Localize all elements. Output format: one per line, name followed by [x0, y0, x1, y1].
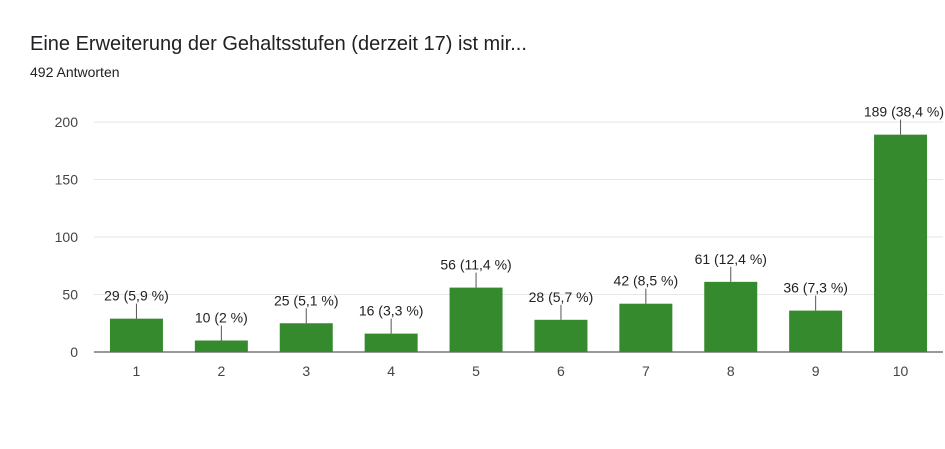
data-label: 25 (5,1 %) — [274, 292, 339, 308]
data-label: 36 (7,3 %) — [783, 280, 848, 296]
data-label: 61 (12,4 %) — [695, 251, 767, 267]
bar — [704, 281, 758, 352]
y-tick-label: 100 — [55, 229, 79, 245]
x-tick-label: 5 — [472, 363, 480, 379]
x-tick-label: 7 — [642, 363, 650, 379]
bar — [194, 340, 248, 352]
bar — [279, 323, 333, 352]
x-tick-label: 2 — [217, 363, 225, 379]
y-tick-label: 0 — [70, 344, 78, 360]
bar — [534, 319, 588, 352]
bar — [874, 134, 928, 352]
gridlines — [94, 121, 943, 353]
data-label: 16 (3,3 %) — [359, 303, 424, 319]
y-axis-ticks: 0 50 100 150 200 — [55, 114, 79, 360]
data-label: 29 (5,9 %) — [104, 288, 169, 304]
bar — [109, 318, 163, 352]
x-tick-label: 9 — [812, 363, 820, 379]
bar — [789, 310, 843, 352]
x-tick-label: 8 — [727, 363, 735, 379]
x-tick-label: 10 — [893, 363, 909, 379]
data-label: 28 (5,7 %) — [529, 289, 594, 305]
y-tick-label: 200 — [55, 114, 79, 130]
y-tick-label: 150 — [55, 172, 79, 188]
data-label: 10 (2 %) — [195, 310, 248, 326]
data-label: 189 (38,4 %) — [864, 104, 944, 120]
response-count: 492 Antworten — [30, 64, 120, 80]
data-label: 42 (8,5 %) — [614, 273, 679, 289]
data-labels: 29 (5,9 %) 10 (2 %) 25 (5,1 %) 16 (3,3 %) 56… — [104, 104, 944, 341]
bar — [619, 303, 673, 352]
y-tick-label: 50 — [62, 287, 78, 303]
x-tick-label: 3 — [302, 363, 310, 379]
chart-title: Eine Erweiterung der Gehaltsstufen (derz… — [30, 33, 527, 55]
bar — [449, 287, 503, 352]
x-tick-label: 4 — [387, 363, 395, 379]
x-axis-ticks: 1 2 3 4 5 6 7 8 9 10 — [133, 363, 909, 379]
bar — [364, 333, 418, 352]
bars — [109, 134, 928, 352]
x-tick-label: 6 — [557, 363, 565, 379]
data-label: 56 (11,4 %) — [440, 257, 511, 273]
x-tick-label: 1 — [133, 363, 141, 379]
